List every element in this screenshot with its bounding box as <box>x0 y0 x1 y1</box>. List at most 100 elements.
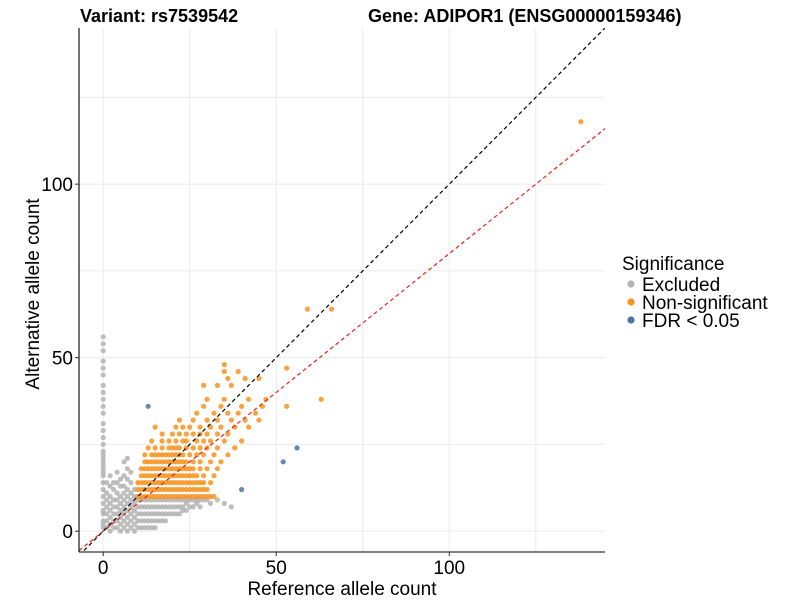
data-point <box>207 459 214 465</box>
series-fdr-0-05 <box>145 403 300 493</box>
data-point <box>117 528 124 534</box>
data-point <box>124 476 130 482</box>
data-point <box>242 375 248 382</box>
data-point <box>225 375 231 382</box>
data-point <box>280 459 286 465</box>
data-point <box>107 500 113 506</box>
data-point <box>145 445 151 451</box>
data-point <box>176 511 182 517</box>
data-point <box>194 500 200 506</box>
data-point <box>190 466 196 472</box>
data-point <box>100 334 106 340</box>
data-point <box>204 396 210 402</box>
data-point <box>128 480 134 486</box>
data-point <box>117 500 124 506</box>
data-point <box>128 497 134 503</box>
data-point <box>214 445 220 451</box>
data-point <box>100 365 106 371</box>
data-point <box>204 431 210 437</box>
data-point <box>149 438 155 444</box>
legend: Significance ExcludedNon-significantFDR … <box>622 254 768 332</box>
data-point <box>104 518 110 524</box>
chart-title-gene: Gene: ADIPOR1 (ENSG00000159346) <box>368 6 681 26</box>
data-point <box>107 514 113 520</box>
data-point <box>159 431 165 437</box>
data-point <box>183 507 189 513</box>
data-point <box>201 382 207 388</box>
data-point <box>194 473 200 479</box>
y-tick-label: 50 <box>52 349 73 370</box>
data-point <box>124 500 130 506</box>
data-point <box>194 410 200 416</box>
data-point <box>221 438 227 444</box>
data-point <box>190 504 196 510</box>
data-point <box>131 514 137 520</box>
data-point <box>235 368 241 375</box>
data-point <box>104 480 110 486</box>
data-point <box>104 504 110 510</box>
data-point <box>228 382 234 388</box>
data-point <box>218 424 224 430</box>
data-point <box>214 466 220 472</box>
data-point <box>121 459 127 465</box>
data-point <box>114 497 120 503</box>
data-point <box>225 410 231 416</box>
data-point <box>187 452 193 458</box>
y-tick-label: 100 <box>41 175 73 196</box>
data-point <box>121 483 127 489</box>
data-point <box>176 417 182 423</box>
data-point <box>187 424 193 430</box>
data-point <box>131 521 137 527</box>
data-point <box>190 417 196 423</box>
data-point <box>232 424 238 430</box>
data-point <box>190 459 196 465</box>
legend-label: FDR < 0.05 <box>642 311 740 332</box>
data-point <box>142 452 148 458</box>
data-points <box>100 119 584 534</box>
data-point <box>152 445 158 451</box>
data-point <box>104 490 110 496</box>
data-point <box>252 410 259 416</box>
data-point <box>201 480 207 486</box>
y-axis-title: Alternative allele count <box>23 198 44 390</box>
data-point <box>124 507 130 513</box>
series-excluded <box>100 334 234 534</box>
legend-key <box>627 280 635 288</box>
data-point <box>204 417 210 423</box>
data-point <box>107 473 113 479</box>
data-point <box>214 497 220 503</box>
data-point <box>207 500 214 506</box>
data-point <box>207 424 214 430</box>
data-point <box>197 466 203 472</box>
data-point <box>107 483 113 489</box>
data-point <box>183 438 189 444</box>
axes <box>78 28 605 553</box>
data-point <box>152 525 158 531</box>
data-point <box>124 514 130 520</box>
data-point <box>107 507 113 513</box>
data-point <box>117 507 124 513</box>
data-point <box>180 452 186 458</box>
data-point <box>128 469 134 475</box>
data-point <box>100 410 106 416</box>
data-point <box>183 431 189 437</box>
data-point <box>197 504 203 510</box>
data-point <box>114 525 120 531</box>
data-point <box>201 452 207 458</box>
data-point <box>104 511 110 517</box>
data-point <box>100 396 106 402</box>
gridlines <box>79 28 605 552</box>
data-point <box>107 493 113 500</box>
data-point <box>197 424 203 430</box>
data-point <box>263 396 269 402</box>
data-point <box>128 504 134 510</box>
data-point <box>235 410 241 416</box>
data-point <box>214 382 220 388</box>
reference-line-y-x <box>81 28 605 552</box>
data-point <box>204 486 210 493</box>
data-point <box>124 455 130 461</box>
data-point <box>169 431 175 437</box>
data-point <box>128 518 134 524</box>
data-point <box>284 365 290 371</box>
data-point <box>100 372 106 378</box>
